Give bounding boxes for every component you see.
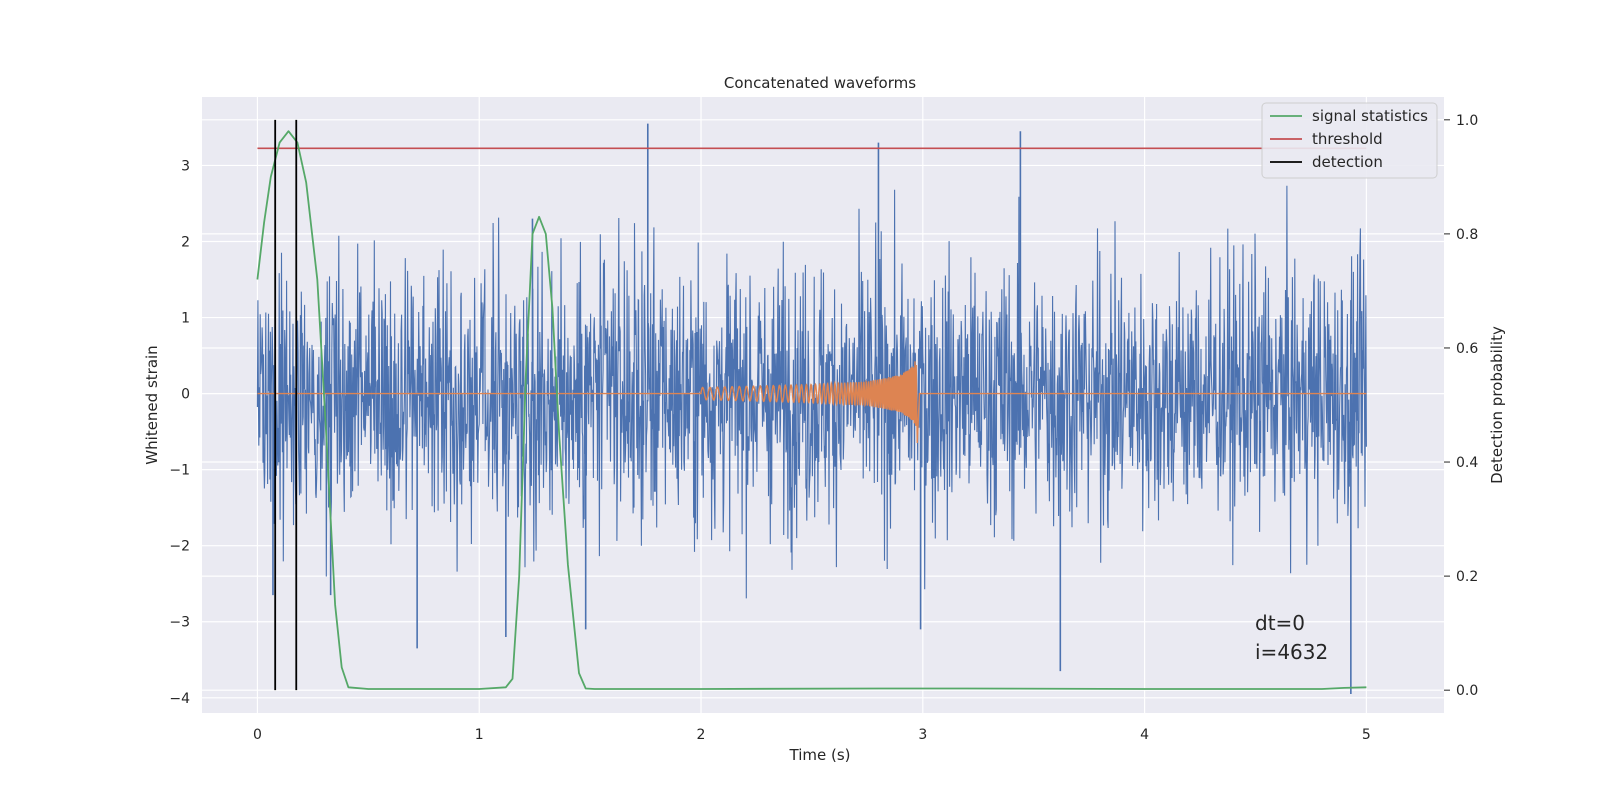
y2-tick-label: 0.4 [1456, 455, 1478, 471]
y-tick-label: −1 [169, 463, 190, 479]
y2-tick-label: 0.0 [1456, 683, 1478, 699]
chirp-line [257, 361, 1367, 444]
y-tick-label: −2 [169, 539, 190, 555]
legend-label-threshold: threshold [1312, 130, 1383, 148]
y-tick-label: −4 [169, 691, 190, 707]
y-axis-label: Whitened strain [143, 345, 161, 464]
legend-label-detection: detection [1312, 153, 1383, 171]
y-ticks: −4 −3 −2 −1 0 1 2 3 [169, 158, 190, 706]
y2-tick-label: 0.2 [1456, 569, 1478, 585]
x-tick-label: 2 [697, 727, 706, 743]
annotation-index: i=4632 [1255, 640, 1328, 664]
annotation: dt=0 i=4632 [1255, 611, 1328, 664]
y2-axis-label: Detection probability [1488, 326, 1506, 484]
y2-ticks: 0.0 0.2 0.4 0.6 0.8 1.0 [1444, 113, 1478, 699]
statistics-line [256, 130, 1367, 690]
x-tick-label: 4 [1140, 727, 1149, 743]
annotation-dt: dt=0 [1255, 611, 1305, 635]
x-axis-label: Time (s) [789, 746, 851, 764]
legend: signal statistics threshold detection [1261, 102, 1438, 179]
y2-tick-label: 0.8 [1456, 227, 1478, 243]
y-tick-label: 3 [181, 158, 190, 174]
y2-tick-label: 0.6 [1456, 341, 1478, 357]
chirp-series [257, 361, 1367, 444]
strain-line [256, 185, 1367, 599]
statistics-series [256, 130, 1367, 690]
x-ticks: 0 1 2 3 4 5 [253, 727, 1371, 743]
y-tick-label: 1 [181, 311, 190, 327]
y-tick-label: 0 [181, 387, 190, 403]
chart-title: Concatenated waveforms [724, 74, 916, 92]
y-tick-label: −3 [169, 615, 190, 631]
x-tick-label: 1 [475, 727, 484, 743]
legend-box [1261, 102, 1438, 179]
x-tick-label: 3 [918, 727, 927, 743]
legend-label-statistics: signal statistics [1312, 107, 1428, 125]
y-tick-label: 2 [181, 234, 190, 250]
detection-series [274, 119, 298, 691]
x-tick-label: 5 [1362, 727, 1371, 743]
y2-tick-label: 1.0 [1456, 113, 1478, 129]
x-tick-label: 0 [253, 727, 262, 743]
